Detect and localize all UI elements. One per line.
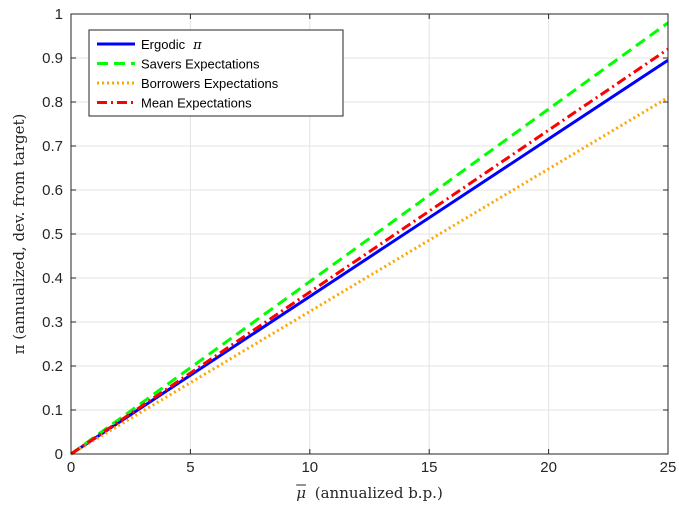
y-tick-label: 0.4 bbox=[42, 270, 63, 287]
y-tick-label: 0.8 bbox=[42, 94, 63, 111]
y-tick-label: 0.6 bbox=[42, 182, 63, 199]
legend-label-2: Borrowers Expectations bbox=[141, 76, 279, 91]
x-axis-text: (annualized b.p.) bbox=[315, 484, 443, 502]
x-tick-label: 0 bbox=[67, 459, 75, 476]
plot-lines bbox=[70, 21, 669, 456]
series-line-2 bbox=[70, 96, 669, 456]
y-tick-label: 0 bbox=[55, 446, 63, 463]
x-tick-label: 15 bbox=[421, 459, 438, 476]
legend: Ergodic π Savers Expectations Borrowers Exp… bbox=[88, 29, 344, 117]
x-tick-label: 5 bbox=[186, 459, 194, 476]
y-tick-label: 0.5 bbox=[42, 226, 63, 243]
y-tick-label: 0.7 bbox=[42, 138, 63, 155]
series-line-1 bbox=[70, 21, 669, 456]
series-line-0 bbox=[70, 58, 669, 456]
y-tick-label: 0.2 bbox=[42, 358, 63, 375]
y-tick-label: 0.1 bbox=[42, 402, 63, 419]
legend-label-1: Savers Expectations bbox=[141, 57, 260, 72]
x-axis-label: μ (annualized b.p.) bbox=[296, 484, 443, 502]
series-line-3 bbox=[70, 47, 669, 456]
x-tick-label: 10 bbox=[301, 459, 318, 476]
y-tick-label: 0.9 bbox=[42, 50, 63, 67]
legend-label-3: Mean Expectations bbox=[141, 96, 252, 111]
axis-ticks: 0 5 10 15 20 25 0 0.1 0.2 0.3 0.4 0.5 0.6 0.7 0.8 0.9 1 bbox=[42, 6, 676, 476]
y-tick-label: 0.3 bbox=[42, 314, 63, 331]
x-tick-label: 25 bbox=[660, 459, 677, 476]
legend-label-0: Ergodic π bbox=[141, 37, 202, 53]
y-axis-label: π (annualized, dev. from target) bbox=[10, 114, 28, 355]
x-axis-symbol: μ bbox=[296, 484, 306, 502]
x-tick-label: 20 bbox=[540, 459, 557, 476]
y-tick-label: 1 bbox=[55, 6, 63, 23]
